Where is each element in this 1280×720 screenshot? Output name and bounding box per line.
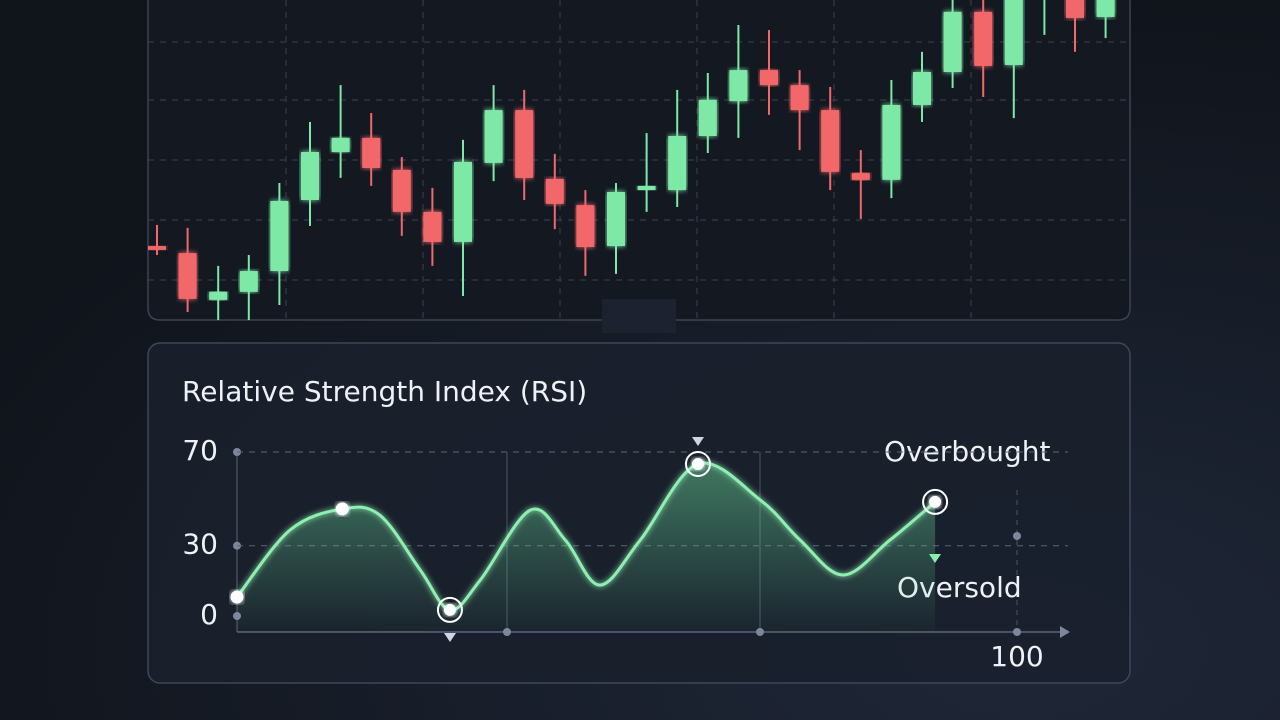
marker-arrow	[444, 633, 456, 642]
candle-body	[729, 70, 748, 102]
rsi-point	[335, 502, 349, 516]
candle-body	[148, 246, 166, 250]
candle-body	[331, 137, 350, 152]
x-tick-label: 100	[990, 640, 1043, 673]
panel-tab	[602, 299, 676, 333]
candle-body	[454, 161, 472, 242]
rsi-line	[235, 461, 937, 612]
axis-arrow	[1060, 626, 1070, 638]
candle-body	[698, 99, 717, 136]
overbought-label: Overbought	[884, 435, 1051, 468]
candle-body	[974, 11, 993, 66]
rsi-point	[691, 457, 704, 470]
marker-ring	[922, 488, 949, 515]
candle-body	[668, 136, 687, 191]
candle-body	[760, 70, 778, 86]
candle-body	[270, 200, 289, 272]
candle-body	[882, 104, 901, 180]
candle-body	[239, 271, 258, 292]
candle-body	[790, 85, 809, 111]
candle-body	[821, 110, 840, 172]
candle-body	[637, 185, 656, 191]
candle-body	[178, 253, 197, 299]
candle-body	[515, 110, 534, 178]
candle-body	[484, 110, 503, 163]
rsi-area	[237, 462, 936, 632]
y-tick-label: 30	[182, 528, 218, 561]
candle-grid	[148, 0, 1130, 320]
y-tick-label: 70	[182, 434, 218, 467]
rsi-title: Relative Strength Index (RSI)	[182, 375, 587, 408]
marker-arrow	[692, 437, 704, 446]
candle-body	[1066, 0, 1084, 18]
candles	[148, 0, 1115, 320]
candle-body	[1096, 0, 1115, 17]
candle-body	[607, 192, 625, 247]
candle-body	[301, 152, 319, 200]
y-tick-label: 0	[200, 598, 218, 631]
rsi-point	[443, 603, 456, 616]
axis-dot	[1013, 532, 1021, 540]
candle-body	[423, 211, 442, 242]
candle-body	[576, 205, 595, 248]
marker-ring	[684, 450, 711, 477]
rsi-point	[230, 590, 244, 604]
candle-body	[545, 178, 564, 204]
x-tick	[1013, 628, 1021, 636]
candle-body	[943, 11, 962, 72]
rsi-point	[929, 495, 942, 508]
candle-panel	[147, 0, 1131, 321]
candle-body	[851, 173, 870, 180]
candle-body	[362, 137, 381, 168]
candle-body	[913, 72, 931, 105]
candle-body	[209, 291, 228, 300]
candle-body	[1004, 0, 1023, 65]
candle-body	[392, 169, 411, 212]
marker-ring	[436, 596, 463, 623]
